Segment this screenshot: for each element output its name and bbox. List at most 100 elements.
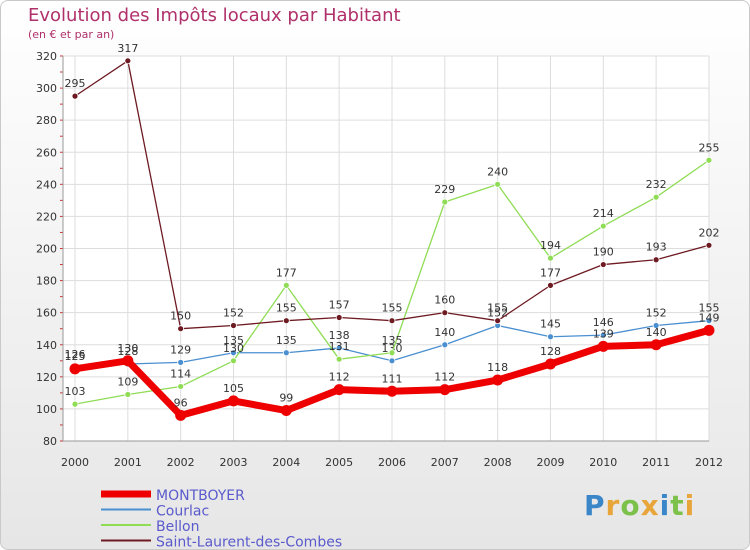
y-tick-label: 160	[36, 307, 57, 320]
data-label: 112	[329, 371, 350, 384]
data-label: 214	[593, 207, 614, 220]
y-tick-label: 180	[36, 275, 57, 288]
y-tick-label: 80	[43, 435, 57, 448]
x-tick-label: 2008	[484, 456, 512, 469]
data-point	[650, 339, 662, 351]
data-point	[494, 180, 502, 188]
data-label: 111	[381, 372, 402, 385]
x-tick-label: 2003	[219, 456, 247, 469]
data-label: 140	[434, 326, 455, 339]
legend-label: Bellon	[156, 519, 199, 535]
data-point	[652, 193, 660, 201]
data-label: 125	[65, 350, 86, 363]
data-label: 150	[170, 310, 191, 323]
data-point	[599, 222, 607, 230]
data-label: 295	[65, 77, 86, 90]
data-point	[652, 322, 660, 329]
x-tick-label: 2009	[536, 456, 564, 469]
data-label: 229	[434, 183, 455, 196]
data-point	[282, 281, 290, 289]
data-point	[705, 317, 713, 325]
data-point	[282, 317, 290, 325]
data-point	[599, 331, 607, 339]
data-label: 109	[117, 375, 138, 388]
data-label: 139	[593, 327, 614, 340]
data-label: 118	[487, 361, 508, 374]
data-point	[441, 198, 449, 206]
data-label: 155	[698, 302, 719, 315]
data-point	[230, 322, 237, 329]
y-tick-label: 260	[36, 146, 57, 159]
data-label: 160	[434, 294, 455, 307]
x-tick-label: 2000	[61, 456, 89, 469]
data-point	[177, 325, 185, 333]
x-tick-label: 2005	[325, 456, 353, 469]
data-point	[599, 261, 607, 268]
data-point	[177, 358, 185, 366]
data-point	[69, 363, 81, 375]
data-point	[333, 384, 345, 396]
data-label: 105	[223, 382, 244, 395]
data-point	[335, 355, 343, 363]
legend-label: MONTBOYER	[156, 488, 245, 504]
data-label: 135	[223, 334, 244, 347]
data-point	[547, 254, 554, 262]
data-point	[492, 374, 504, 386]
data-label: 103	[65, 385, 86, 398]
data-point	[547, 281, 554, 289]
data-point	[282, 349, 290, 357]
data-label: 152	[487, 307, 508, 320]
data-point	[544, 358, 556, 370]
y-tick-label: 200	[36, 243, 57, 256]
y-tick-label: 300	[36, 82, 57, 95]
data-point	[388, 357, 396, 365]
legend-label: Saint-Laurent-des-Combes	[156, 535, 342, 550]
y-tick-label: 140	[36, 339, 57, 352]
data-point	[71, 400, 79, 408]
data-point	[441, 341, 449, 349]
data-point	[280, 405, 292, 417]
y-tick-label: 320	[36, 50, 57, 63]
chart-subtitle: (en € et par an)	[28, 28, 115, 41]
data-point	[386, 385, 398, 397]
data-point	[335, 344, 343, 352]
data-point	[494, 317, 502, 325]
x-tick-label: 2001	[114, 456, 142, 469]
data-label: 128	[117, 345, 138, 358]
data-point	[597, 340, 609, 352]
data-label: 135	[276, 334, 297, 347]
data-point	[441, 309, 449, 317]
data-point	[71, 92, 79, 100]
data-point	[230, 349, 237, 357]
x-tick-label: 2012	[695, 456, 723, 469]
data-label: 255	[698, 141, 719, 154]
chart-title: Evolution des Impôts locaux par Habitant	[28, 5, 401, 26]
data-point	[439, 384, 451, 396]
data-label: 135	[381, 334, 402, 347]
data-point	[388, 317, 396, 325]
data-label: 128	[540, 345, 561, 358]
data-point	[124, 391, 132, 398]
data-label: 193	[646, 241, 667, 254]
data-label: 232	[646, 178, 667, 191]
data-label: 140	[646, 326, 667, 339]
data-point	[705, 156, 713, 164]
data-point	[230, 357, 237, 365]
x-tick-label: 2010	[589, 456, 617, 469]
data-label: 177	[276, 266, 297, 279]
data-point	[177, 383, 185, 390]
data-label: 155	[487, 302, 508, 315]
x-tick-label: 2004	[272, 456, 300, 469]
x-tick-label: 2006	[378, 456, 406, 469]
y-tick-label: 220	[36, 210, 57, 223]
data-point	[388, 349, 396, 357]
x-tick-label: 2007	[431, 456, 459, 469]
data-point	[547, 333, 554, 341]
data-label: 130	[117, 342, 138, 355]
y-tick-label: 100	[36, 403, 57, 416]
y-tick-label: 280	[36, 114, 57, 127]
data-label: 157	[329, 298, 350, 311]
data-label: 155	[381, 302, 402, 315]
